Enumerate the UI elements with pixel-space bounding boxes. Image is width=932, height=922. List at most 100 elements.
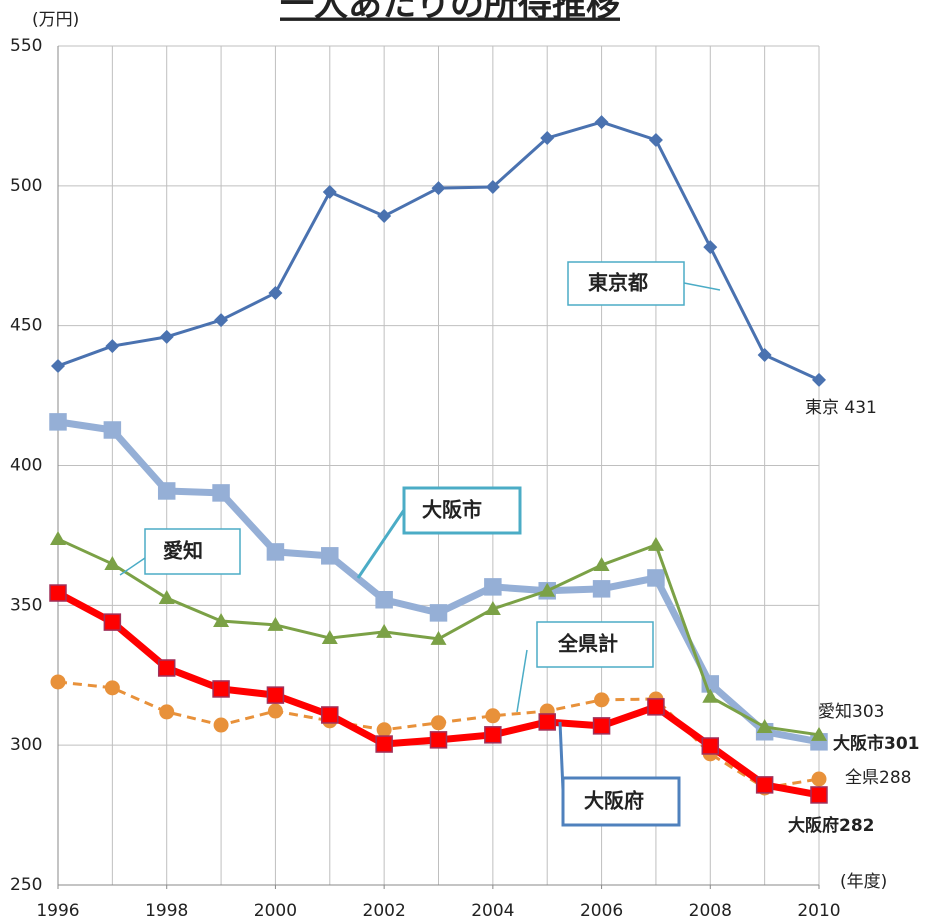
y-tick-label: 250 [10, 875, 42, 895]
marker [377, 209, 392, 224]
end-label: 大阪市301 [833, 733, 920, 754]
end-label: 大阪府282 [788, 815, 875, 836]
x-tick-label: 1998 [145, 901, 188, 921]
y-tick-label: 450 [10, 316, 42, 336]
x-tick-label: 2004 [471, 901, 514, 921]
marker [485, 708, 501, 724]
marker [538, 713, 556, 731]
callout-box [567, 261, 685, 306]
callout-box [402, 486, 522, 535]
leader [516, 649, 528, 713]
marker [51, 358, 65, 373]
marker [484, 726, 502, 744]
marker [592, 717, 611, 735]
chart-title: 一人あたりの所得推移 [280, 0, 620, 25]
leader [683, 282, 721, 291]
marker [49, 584, 67, 602]
y-tick-label: 350 [10, 595, 42, 615]
lines [49, 115, 828, 804]
y-unit: (万円) [32, 10, 79, 30]
grid: 250 300 350 400 450 500 550 1996 1998 2000 2002 200… [10, 36, 841, 921]
callouts: 東京都 大阪市 愛知 全県計 大阪府 [119, 261, 721, 827]
marker [810, 786, 828, 804]
end-labels: 東京 431 愛知303 大阪市301 全県288 大阪府282 [788, 398, 920, 836]
callout: 東京都 [588, 271, 648, 295]
marker [105, 339, 120, 354]
callout-box [561, 776, 681, 827]
marker [267, 616, 284, 631]
x-tick-label: 2010 [797, 901, 840, 921]
marker [268, 285, 283, 300]
marker [485, 179, 500, 194]
marker [104, 555, 121, 570]
callout-box [144, 528, 241, 575]
marker [212, 680, 230, 698]
marker [811, 726, 827, 741]
callout: 全県計 [557, 632, 618, 656]
callout: 愛知 [163, 539, 203, 563]
marker [158, 590, 175, 605]
callout: 大阪府 [584, 789, 644, 813]
marker [375, 735, 393, 753]
marker [321, 706, 339, 724]
marker [322, 184, 337, 199]
marker [431, 181, 446, 196]
marker [321, 547, 339, 565]
marker [159, 704, 175, 720]
marker [157, 659, 176, 677]
marker [213, 717, 229, 733]
marker [375, 590, 393, 609]
marker [592, 580, 611, 598]
marker [214, 313, 229, 328]
marker [103, 613, 122, 631]
y-tick-label: 300 [10, 735, 42, 755]
marker [431, 715, 446, 731]
marker [430, 630, 447, 645]
marker [755, 776, 774, 794]
callout: 大阪市 [422, 498, 482, 522]
callout-box [536, 621, 654, 668]
leader [356, 509, 406, 579]
marker [811, 771, 827, 787]
x-unit: (年度) [840, 872, 887, 892]
marker [701, 737, 720, 755]
x-tick-label: 1996 [36, 901, 79, 921]
marker [756, 718, 773, 733]
marker [104, 680, 120, 696]
marker [429, 604, 448, 622]
marker [594, 115, 609, 130]
marker [647, 569, 665, 587]
marker [213, 612, 230, 627]
marker [267, 703, 283, 719]
marker [266, 543, 285, 561]
marker [540, 131, 555, 146]
marker [647, 536, 664, 551]
marker [321, 630, 338, 645]
marker [757, 348, 772, 363]
marker [593, 557, 610, 572]
marker [539, 582, 556, 597]
marker [812, 372, 826, 387]
marker [157, 482, 176, 500]
y-tick-label: 550 [10, 36, 42, 56]
marker [703, 240, 718, 255]
marker [103, 421, 122, 439]
end-label: 愛知303 [818, 702, 884, 722]
end-label: 東京 431 [805, 398, 877, 418]
marker [376, 722, 392, 738]
marker [212, 484, 230, 502]
marker [50, 674, 66, 690]
marker [647, 698, 665, 716]
marker [266, 686, 285, 704]
marker [702, 688, 719, 703]
leader [119, 557, 146, 576]
x-tick-label: 2006 [580, 901, 623, 921]
y-tick-label: 500 [10, 176, 42, 196]
marker [159, 329, 174, 344]
x-tick-label: 2000 [254, 901, 297, 921]
marker [50, 531, 66, 546]
marker [429, 731, 448, 749]
marker [484, 600, 501, 615]
marker [594, 692, 610, 708]
